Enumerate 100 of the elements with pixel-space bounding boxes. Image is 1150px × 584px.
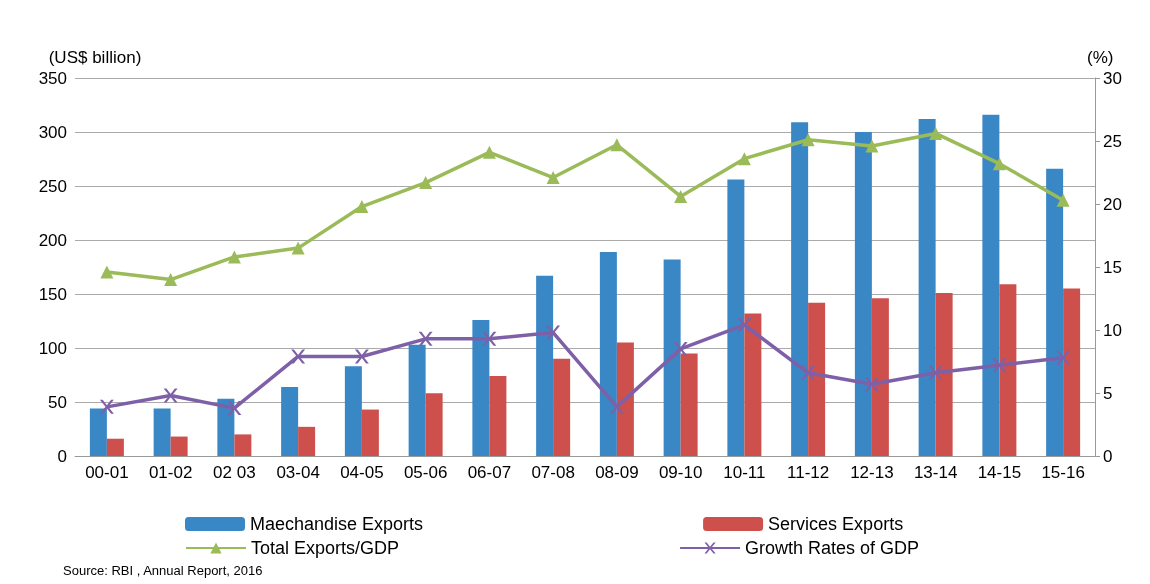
x-tick-label: 13-14 [913, 463, 958, 482]
x-tick-label: 12-13 [850, 463, 894, 482]
bar [298, 426, 316, 456]
y2-tick-label: 25 [1103, 131, 1122, 151]
y2-tick-label: 0 [1103, 446, 1113, 466]
y-tick-label: 100 [38, 338, 67, 358]
bar [106, 438, 124, 456]
bar [871, 298, 889, 456]
x-tick-label: 08-09 [595, 463, 639, 482]
point [99, 399, 114, 414]
x-tick-label: 05-06 [403, 463, 448, 482]
point [546, 325, 561, 340]
x-tick-label: 11-12 [787, 463, 830, 482]
y2-tick-label: 5 [1103, 383, 1113, 403]
legend-label: Maechandise Exports [250, 514, 424, 534]
bar [1063, 288, 1081, 456]
bar [472, 319, 490, 456]
bar [599, 251, 617, 456]
bar [616, 342, 634, 456]
x-tick-label: 15-16 [1041, 463, 1085, 482]
point [928, 365, 943, 380]
bar [727, 179, 745, 456]
x-tick-label: 02 03 [213, 463, 256, 482]
bar [536, 275, 554, 456]
bar [553, 358, 571, 456]
y2-tick-label: 10 [1103, 320, 1122, 340]
point [164, 273, 178, 287]
bar [344, 366, 362, 456]
bar [808, 302, 826, 456]
point [355, 200, 369, 214]
bar [791, 122, 809, 456]
point [482, 331, 497, 346]
legend-label: Total Exports/GDP [251, 538, 400, 558]
source-note: Source: RBI , Annual Report, 2016 [63, 563, 263, 578]
bar [663, 259, 681, 456]
point [673, 341, 688, 356]
x-tick-label: 09-10 [658, 463, 703, 482]
y-tick-label: 150 [38, 284, 67, 304]
point [227, 250, 241, 264]
point [801, 365, 816, 380]
bar [918, 119, 936, 456]
y-tick-label: 250 [38, 176, 67, 196]
y-tick-label: 350 [38, 68, 67, 88]
bar [489, 376, 507, 456]
x-tick-label: 06-07 [467, 463, 512, 482]
y2-tick-label: 20 [1103, 194, 1122, 214]
bar [234, 434, 252, 456]
bar [744, 313, 762, 456]
y2-tick-label: 15 [1103, 257, 1122, 277]
point [291, 349, 306, 364]
point [609, 399, 624, 414]
point [1056, 350, 1071, 365]
point [419, 176, 433, 190]
y-tick-label: 50 [48, 392, 67, 412]
point [610, 138, 624, 152]
point [674, 189, 688, 203]
point [163, 388, 178, 403]
point [100, 265, 114, 279]
legend-label: Services Exports [768, 514, 904, 534]
point [992, 358, 1007, 373]
bar [999, 284, 1017, 456]
x-tick-label: 10-11 [723, 463, 766, 482]
y2-axis-title: (%) [1087, 48, 1114, 67]
y-axis-title: (US$ billion) [48, 48, 142, 67]
point [864, 377, 879, 392]
bar [425, 393, 443, 456]
bar [935, 292, 953, 456]
point [418, 331, 433, 346]
point [992, 157, 1006, 171]
bar [408, 344, 426, 456]
bar [217, 398, 235, 456]
point [737, 152, 751, 166]
bar [361, 409, 379, 456]
x-tick-label: 04-05 [340, 463, 384, 482]
bar [170, 436, 188, 456]
x-tick-label: 14-15 [977, 463, 1022, 482]
bar [680, 353, 698, 456]
point [291, 241, 305, 255]
bar [281, 386, 299, 456]
y-tick-label: 0 [57, 446, 67, 466]
y-tick-label: 300 [38, 122, 67, 142]
point [865, 139, 879, 153]
y-tick-label: 200 [38, 230, 67, 250]
bar [982, 114, 1000, 456]
legend-label: Growth Rates of GDP [745, 538, 920, 558]
x-tick-label: 03-04 [276, 463, 320, 482]
x-tick-label: 00-01 [85, 463, 129, 482]
bar [854, 132, 872, 456]
bar [89, 408, 107, 456]
y2-tick-label: 30 [1103, 68, 1122, 88]
x-tick-label: 07-08 [531, 463, 575, 482]
point [482, 145, 496, 159]
bar [153, 408, 171, 456]
point [737, 317, 752, 332]
point [929, 126, 943, 140]
point [227, 401, 242, 416]
point [1056, 193, 1070, 207]
bar [1046, 168, 1064, 456]
x-tick-label: 01-02 [148, 463, 193, 482]
point [801, 133, 815, 147]
